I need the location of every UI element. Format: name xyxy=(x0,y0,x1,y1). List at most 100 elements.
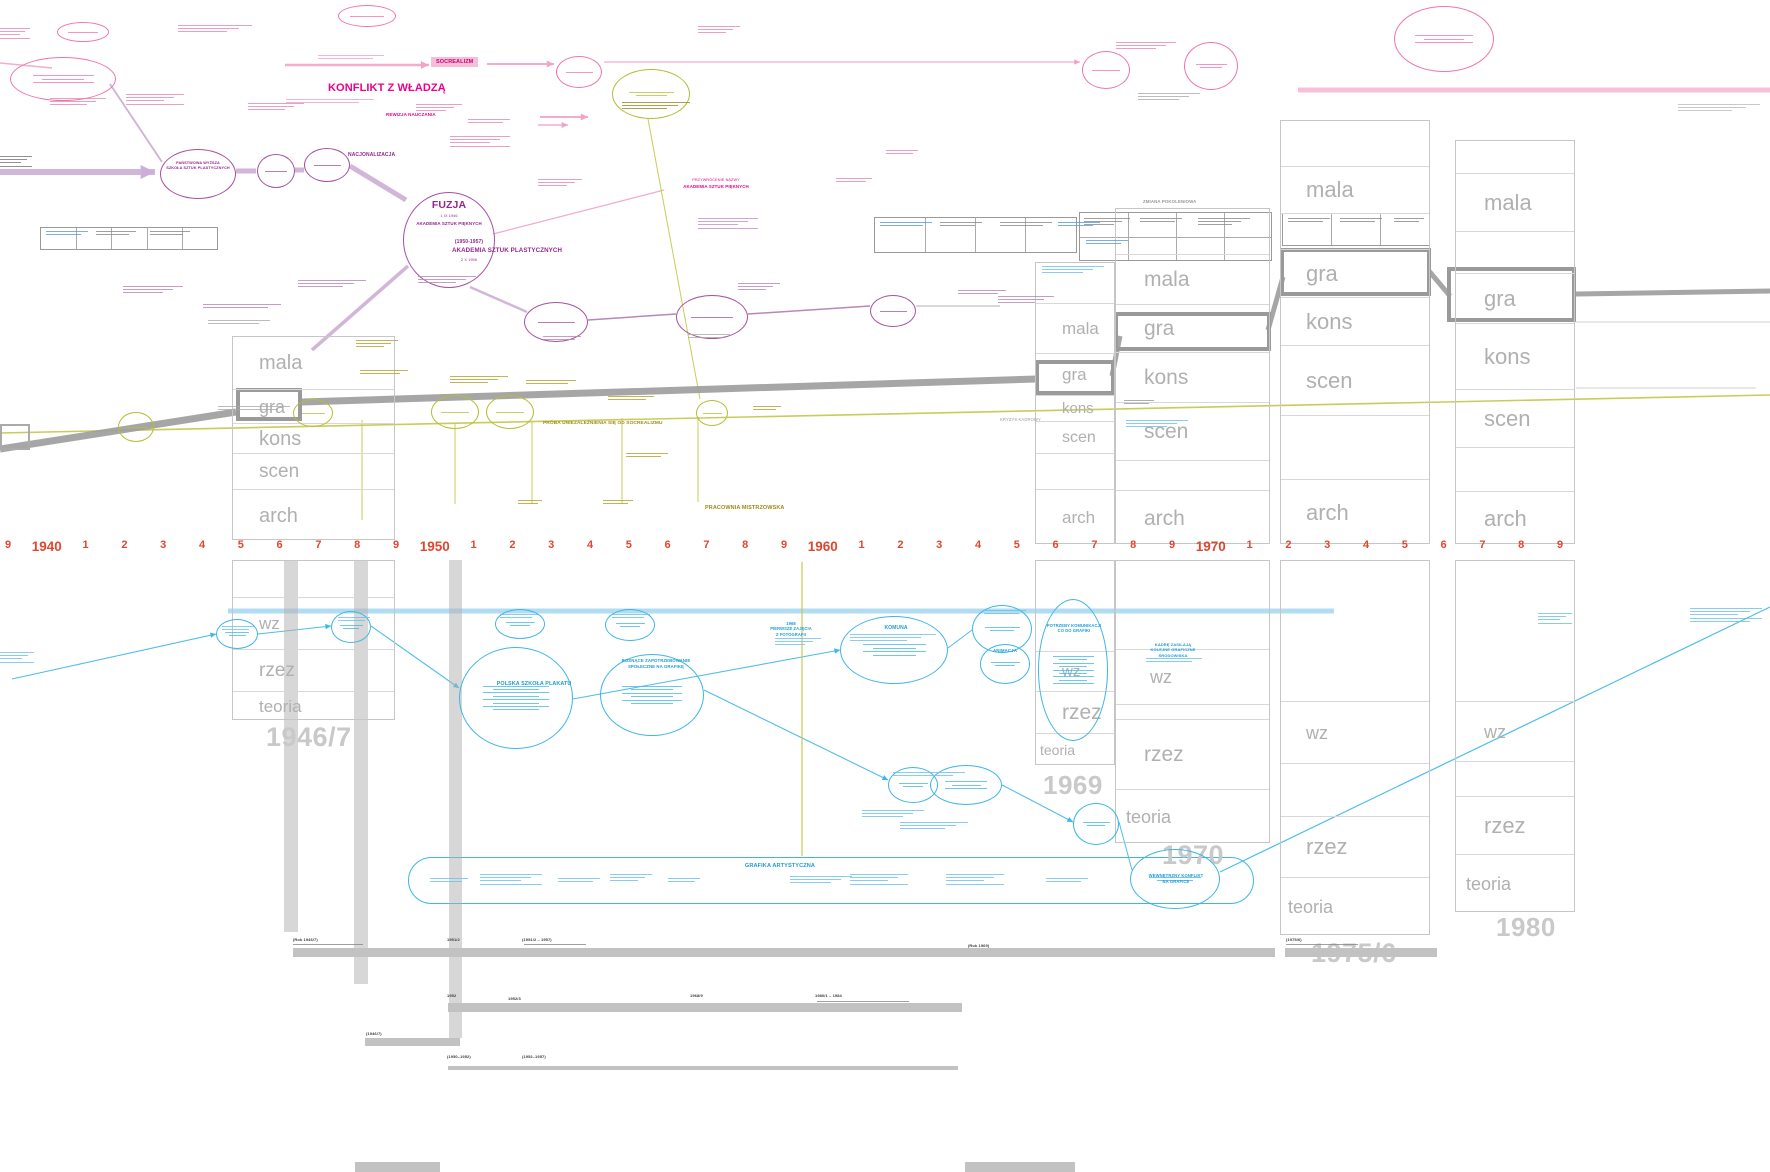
structural-year-19467: 1946/7 xyxy=(266,722,352,752)
dept-row-mala: mala xyxy=(1116,254,1269,304)
micro-text-lines xyxy=(940,222,982,227)
micro-text-lines xyxy=(123,286,183,294)
struktura-1946-7-below-box: wz rzez teoria xyxy=(232,560,395,720)
micro-text-lines xyxy=(958,290,1006,295)
micro-text-lines xyxy=(1046,878,1088,883)
event-ellipse xyxy=(870,295,916,327)
micro-text-lines xyxy=(222,626,254,631)
dept-row-gra: gra xyxy=(1456,273,1574,323)
event-ellipse xyxy=(331,611,371,643)
micro-text-lines xyxy=(1286,944,1358,946)
dept-row-gra: gra xyxy=(1281,249,1429,297)
kryzys-kadrowy-label: KRYZYS KADROWY xyxy=(1000,417,1041,422)
event-ellipse xyxy=(1073,803,1119,845)
footer-era-bar xyxy=(1285,948,1437,957)
dept-row-wz: wz xyxy=(233,597,394,649)
micro-text-lines xyxy=(790,876,852,884)
event-ellipse xyxy=(612,69,690,119)
micro-text-lines xyxy=(738,283,780,291)
timeline-tick: 2 xyxy=(509,539,516,551)
event-ellipse xyxy=(10,57,116,101)
micro-text-lines xyxy=(698,26,740,34)
micro-text-lines xyxy=(626,453,668,458)
micro-text-lines xyxy=(126,94,184,105)
dept-label-scen: scen xyxy=(259,461,300,482)
micro-text-lines xyxy=(1340,218,1382,223)
event-ellipse xyxy=(160,149,236,199)
dept-spacer-row xyxy=(1281,561,1429,701)
dept-label-kons: kons xyxy=(259,427,302,450)
micro-text-lines xyxy=(1140,218,1182,223)
event-ellipse xyxy=(1038,599,1108,741)
timeline-tick: 9 xyxy=(780,539,788,551)
event-ellipse xyxy=(676,295,748,339)
micro-text-lines xyxy=(150,231,190,236)
micro-text-lines xyxy=(1394,218,1424,223)
dept-row-rzez: rzez xyxy=(1116,719,1269,789)
decor-gra-highlight-1969 xyxy=(1035,360,1115,395)
dept-label-rzez: rzez xyxy=(1306,834,1348,859)
event-ellipse xyxy=(338,5,396,27)
timeline-tick: 1950 xyxy=(419,539,450,554)
annotation-label: POTRZEBY KOMUNIKACJI CO DO GRAFIKI xyxy=(1046,623,1102,634)
dept-label-teoria: teoria xyxy=(259,697,302,716)
micro-text-lines xyxy=(416,104,462,112)
micro-text-lines xyxy=(1042,266,1104,274)
timeline-tick: 8 xyxy=(1130,539,1137,551)
event-ellipse xyxy=(980,644,1030,684)
micro-text-lines xyxy=(286,99,374,104)
micro-text-lines xyxy=(356,340,398,348)
dept-spacer-row xyxy=(1281,763,1429,816)
footer-note: (1946/7) xyxy=(366,1031,382,1036)
micro-text-lines xyxy=(862,810,924,818)
timeline-tick: 1940 xyxy=(31,539,62,554)
micro-text-lines xyxy=(1138,93,1200,101)
micro-text-lines xyxy=(298,280,366,288)
dept-row-wz: wz xyxy=(1281,701,1429,763)
dept-label-kons: kons xyxy=(1062,400,1094,417)
timeline-tick: 4 xyxy=(198,539,206,551)
event-ellipse xyxy=(293,399,333,427)
micro-text-lines xyxy=(610,874,652,882)
event-ellipse xyxy=(605,609,655,641)
dept-row-kons: kons xyxy=(1281,297,1429,345)
timeline-tick: 3 xyxy=(548,539,555,551)
event-ellipse xyxy=(696,400,728,426)
dept-label-wz: wz xyxy=(1484,721,1506,742)
dept-row-mala: mala xyxy=(233,337,394,389)
micro-text-lines xyxy=(248,103,304,111)
dept-label-kons: kons xyxy=(1306,308,1353,334)
micro-text-lines xyxy=(886,150,918,155)
dept-label-mala: mala xyxy=(1484,189,1532,215)
micro-text-lines xyxy=(688,334,730,339)
event-ellipse xyxy=(431,395,479,429)
annotation-label: KOMUNA xyxy=(884,625,908,631)
event-ellipse xyxy=(403,192,495,288)
struktura-1980-below-box: wz rzez teoria xyxy=(1455,560,1575,912)
timeline-tick: 6 xyxy=(1440,539,1447,551)
decor-grafika-artystyczna-panel xyxy=(408,857,1254,904)
micro-text-lines xyxy=(998,296,1054,304)
micro-text-lines xyxy=(558,878,600,883)
akademia-sztuk-plastycznych-label: AKADEMIA SZTUK PLASTYCZNYCH xyxy=(451,247,563,254)
event-ellipse xyxy=(1184,42,1238,90)
dept-row-scen: scen xyxy=(1116,402,1269,460)
timeline-tick: 2 xyxy=(121,539,128,551)
annotation-label: 1968 PIERWSZE ZAJĘCIA Z FOTOGRAFII xyxy=(770,621,812,637)
dept-label-scen: scen xyxy=(1484,405,1531,431)
dept-label-gra: gra xyxy=(1306,260,1338,286)
dept-row-mala: mala xyxy=(1456,173,1574,231)
dept-label-scen: scen xyxy=(1306,367,1353,393)
footer-note: (1952–1957) xyxy=(522,1054,546,1059)
timeline-tick: 7 xyxy=(315,539,322,551)
event-ellipse xyxy=(1130,849,1220,909)
dept-spacer-row xyxy=(1456,761,1574,796)
footer-era-bar xyxy=(448,1003,962,1012)
micro-text-lines xyxy=(178,25,252,33)
timeline-tick: 3 xyxy=(1324,539,1331,551)
micro-text-lines xyxy=(50,98,106,106)
dept-row-mala: mala xyxy=(1281,166,1429,213)
dept-row-arch: arch xyxy=(1116,490,1269,545)
annotation-label: KADRĘ ZASILAJĄ KOLEJNE GRAFICZNE ŚRODOWI… xyxy=(1150,642,1196,658)
micro-text-lines xyxy=(0,156,32,167)
